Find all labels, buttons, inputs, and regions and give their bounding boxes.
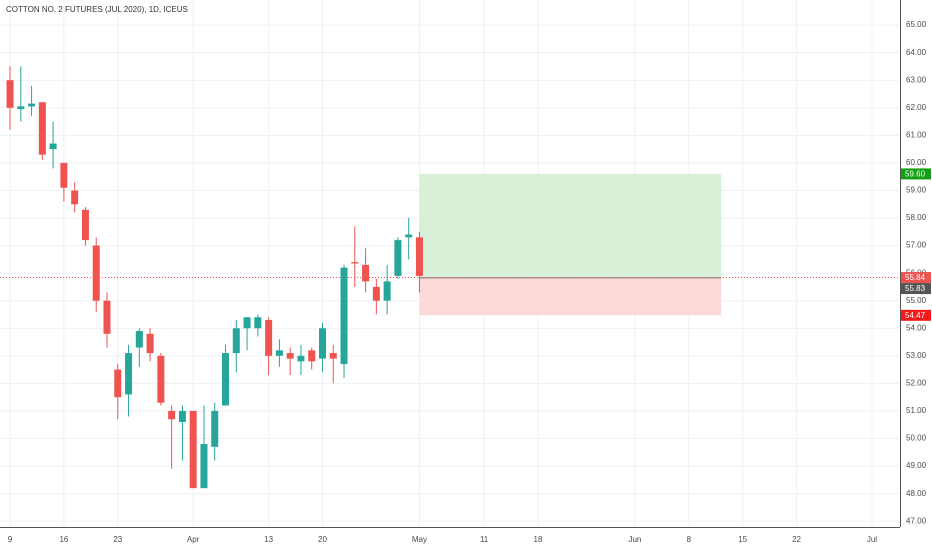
y-tick-label: 52.00	[906, 379, 927, 388]
candle-body	[351, 262, 359, 264]
x-tick-label: 23	[113, 535, 122, 544]
y-tick-label: 65.00	[906, 20, 927, 29]
candle-body	[405, 234, 413, 238]
candle-body	[28, 103, 36, 107]
y-tick-label: 53.00	[906, 351, 927, 360]
candle-body	[103, 300, 111, 334]
candle-body	[200, 444, 208, 489]
entry-tag-bg	[901, 283, 931, 295]
loss-zone	[419, 277, 722, 316]
candle-body	[135, 331, 143, 348]
last-price-tag: 55.84	[905, 273, 926, 282]
candle-body	[125, 353, 133, 395]
y-tick-label: 49.00	[906, 461, 927, 470]
x-tick-label: 20	[318, 535, 327, 544]
candle-body	[415, 237, 423, 276]
y-tick-label: 55.00	[906, 296, 927, 305]
y-tick-label: 61.00	[906, 130, 927, 139]
y-tick-label: 47.00	[906, 516, 927, 525]
candle-body	[329, 353, 337, 359]
candle-body	[38, 102, 46, 155]
target-tag-bg	[901, 168, 931, 180]
candle-body	[318, 328, 326, 359]
x-tick-label: 22	[792, 535, 801, 544]
candle-body	[340, 267, 348, 365]
candle-body	[243, 317, 251, 329]
x-tick-label: 9	[8, 535, 13, 544]
candle-body	[71, 190, 79, 205]
profit-zone	[419, 173, 722, 278]
y-tick-label: 50.00	[906, 434, 927, 443]
candle-body	[372, 286, 380, 301]
x-tick-label: 18	[534, 535, 543, 544]
x-tick-label: Jun	[628, 535, 641, 544]
candle-body	[265, 320, 273, 356]
candle-body	[49, 143, 57, 150]
candle-body	[17, 106, 25, 110]
candle-body	[114, 369, 122, 398]
x-tick-label: 11	[480, 535, 489, 544]
x-tick-label: Apr	[187, 535, 200, 544]
candle-body	[222, 353, 230, 406]
candle-body	[275, 350, 283, 356]
candle-body	[297, 355, 305, 362]
candle-body	[232, 328, 240, 354]
candle-body	[81, 209, 89, 241]
candle-body	[308, 350, 316, 362]
y-tick-label: 59.00	[906, 186, 927, 195]
entry-tag: 55.83	[905, 284, 926, 293]
x-tick-label: 8	[687, 535, 692, 544]
chart-title: COTTON NO. 2 FUTURES (JUL 2020), 1D, ICE…	[6, 5, 188, 14]
y-tick-label: 60.00	[906, 158, 927, 167]
candle-body	[189, 410, 197, 489]
candle-body	[6, 80, 14, 108]
y-tick-label: 48.00	[906, 489, 927, 498]
stop-tag: 54.47	[905, 311, 926, 320]
candle-body	[178, 410, 186, 422]
candle-body	[168, 410, 176, 420]
candle-body	[146, 333, 154, 354]
candle-body	[254, 317, 262, 329]
y-tick-label: 54.00	[906, 323, 927, 332]
candle-body	[286, 353, 294, 359]
y-tick-label: 64.00	[906, 48, 927, 57]
x-tick-label: Jul	[867, 535, 877, 544]
x-tick-label: 16	[59, 535, 68, 544]
candle-body	[211, 410, 219, 447]
last-price-tag-bg	[901, 272, 931, 284]
target-tag: 59.60	[905, 170, 926, 179]
candle-body	[362, 264, 370, 282]
candle-body	[92, 245, 100, 301]
candle-body	[157, 355, 165, 403]
y-tick-label: 62.00	[906, 103, 927, 112]
candle-body	[383, 281, 391, 301]
stop-tag-bg	[901, 309, 931, 321]
y-tick-label: 63.00	[906, 75, 927, 84]
x-tick-label: May	[412, 535, 427, 544]
y-tick-label: 58.00	[906, 213, 927, 222]
x-tick-label: 15	[738, 535, 747, 544]
x-tick-label: 13	[264, 535, 273, 544]
y-tick-label: 51.00	[906, 406, 927, 415]
candle-body	[60, 162, 68, 188]
y-tick-label: 57.00	[906, 241, 927, 250]
candle-body	[394, 240, 402, 276]
